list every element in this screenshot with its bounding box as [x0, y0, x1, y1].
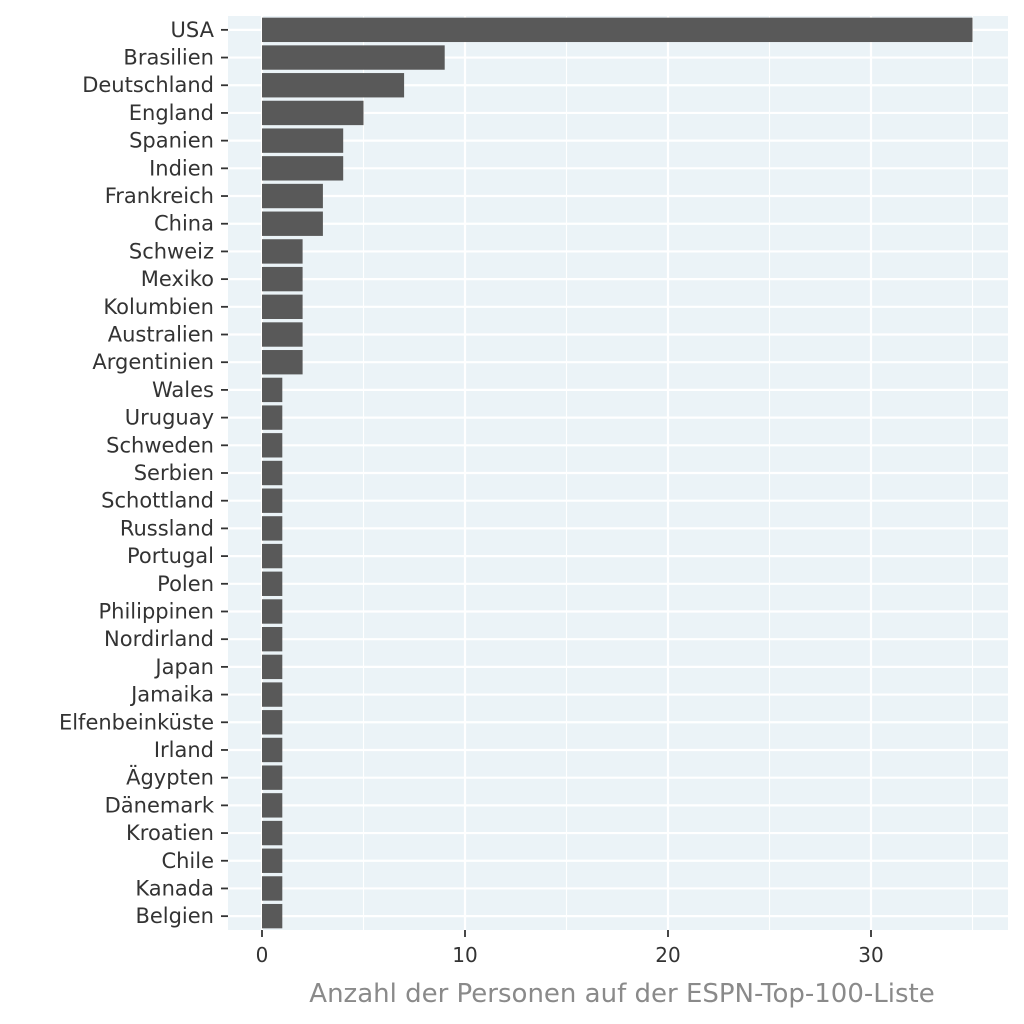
bars [262, 17, 973, 929]
x-tick-label: 10 [452, 943, 477, 967]
bar [262, 488, 283, 513]
bar [262, 543, 283, 569]
bar [262, 433, 283, 458]
bar [262, 239, 303, 264]
category-label: Jamaika [129, 683, 214, 707]
bar [262, 460, 283, 486]
bar [262, 765, 283, 790]
bar [262, 737, 283, 763]
category-label: Schweiz [129, 239, 214, 263]
bar [262, 17, 973, 43]
category-label: Polen [157, 572, 214, 596]
category-label: Brasilien [123, 46, 214, 70]
bar [262, 350, 303, 375]
category-label: Argentinien [92, 350, 214, 374]
category-label: USA [171, 18, 215, 42]
category-label: Belgien [135, 904, 214, 928]
x-tick-label: 30 [858, 943, 883, 967]
category-label: Uruguay [125, 406, 214, 430]
bar [262, 377, 283, 403]
category-label: Wales [152, 378, 214, 402]
bar [262, 848, 283, 873]
bar [262, 793, 283, 818]
bar [262, 820, 283, 846]
category-label: Indien [149, 156, 214, 180]
category-label: Serbien [134, 461, 214, 485]
bar [262, 516, 283, 541]
category-label: Japan [153, 655, 214, 679]
category-label: Schweden [106, 433, 214, 457]
x-ticks: 0 10 20 30 [256, 930, 884, 967]
category-label: Spanien [129, 129, 214, 153]
category-label: Australien [108, 323, 214, 347]
category-label: Nordirland [104, 627, 214, 651]
bar [262, 128, 344, 153]
category-label: Irland [154, 738, 214, 762]
category-label: Chile [161, 849, 214, 873]
bar [262, 571, 283, 596]
bar [262, 322, 303, 347]
x-axis-title: Anzahl der Personen auf der ESPN-Top-100… [309, 979, 934, 1009]
x-tick-label: 20 [655, 943, 680, 967]
category-label: Russland [120, 516, 214, 540]
bar [262, 876, 283, 901]
category-label: Ägypten [126, 765, 214, 790]
category-label: Schottland [101, 489, 214, 513]
category-labels: USA Brasilien Deutschland England Spanien Ind… [59, 18, 228, 928]
bar [262, 626, 283, 652]
category-label: Frankreich [105, 184, 214, 208]
bar [262, 211, 323, 236]
bar [262, 156, 344, 181]
bar [262, 45, 445, 70]
bar [262, 405, 283, 430]
category-label: Deutschland [82, 73, 214, 97]
bar [262, 266, 303, 292]
bar [262, 100, 364, 126]
category-label: Kroatien [126, 821, 214, 845]
bar [262, 294, 303, 320]
bar [262, 903, 283, 929]
category-label: England [129, 101, 214, 125]
category-label: Kolumbien [103, 295, 214, 319]
bar [262, 710, 283, 735]
x-tick-label: 0 [256, 943, 269, 967]
bar [262, 599, 283, 624]
bar [262, 183, 323, 209]
bar [262, 73, 405, 98]
category-label: China [154, 212, 214, 236]
category-label: Elfenbeinküste [59, 710, 214, 734]
category-label: Dänemark [105, 793, 215, 817]
category-label: Portugal [127, 544, 214, 568]
category-label: Kanada [135, 876, 214, 900]
bar [262, 654, 283, 680]
category-label: Philippinen [98, 599, 214, 623]
bar [262, 682, 283, 707]
category-label: Mexiko [141, 267, 214, 291]
